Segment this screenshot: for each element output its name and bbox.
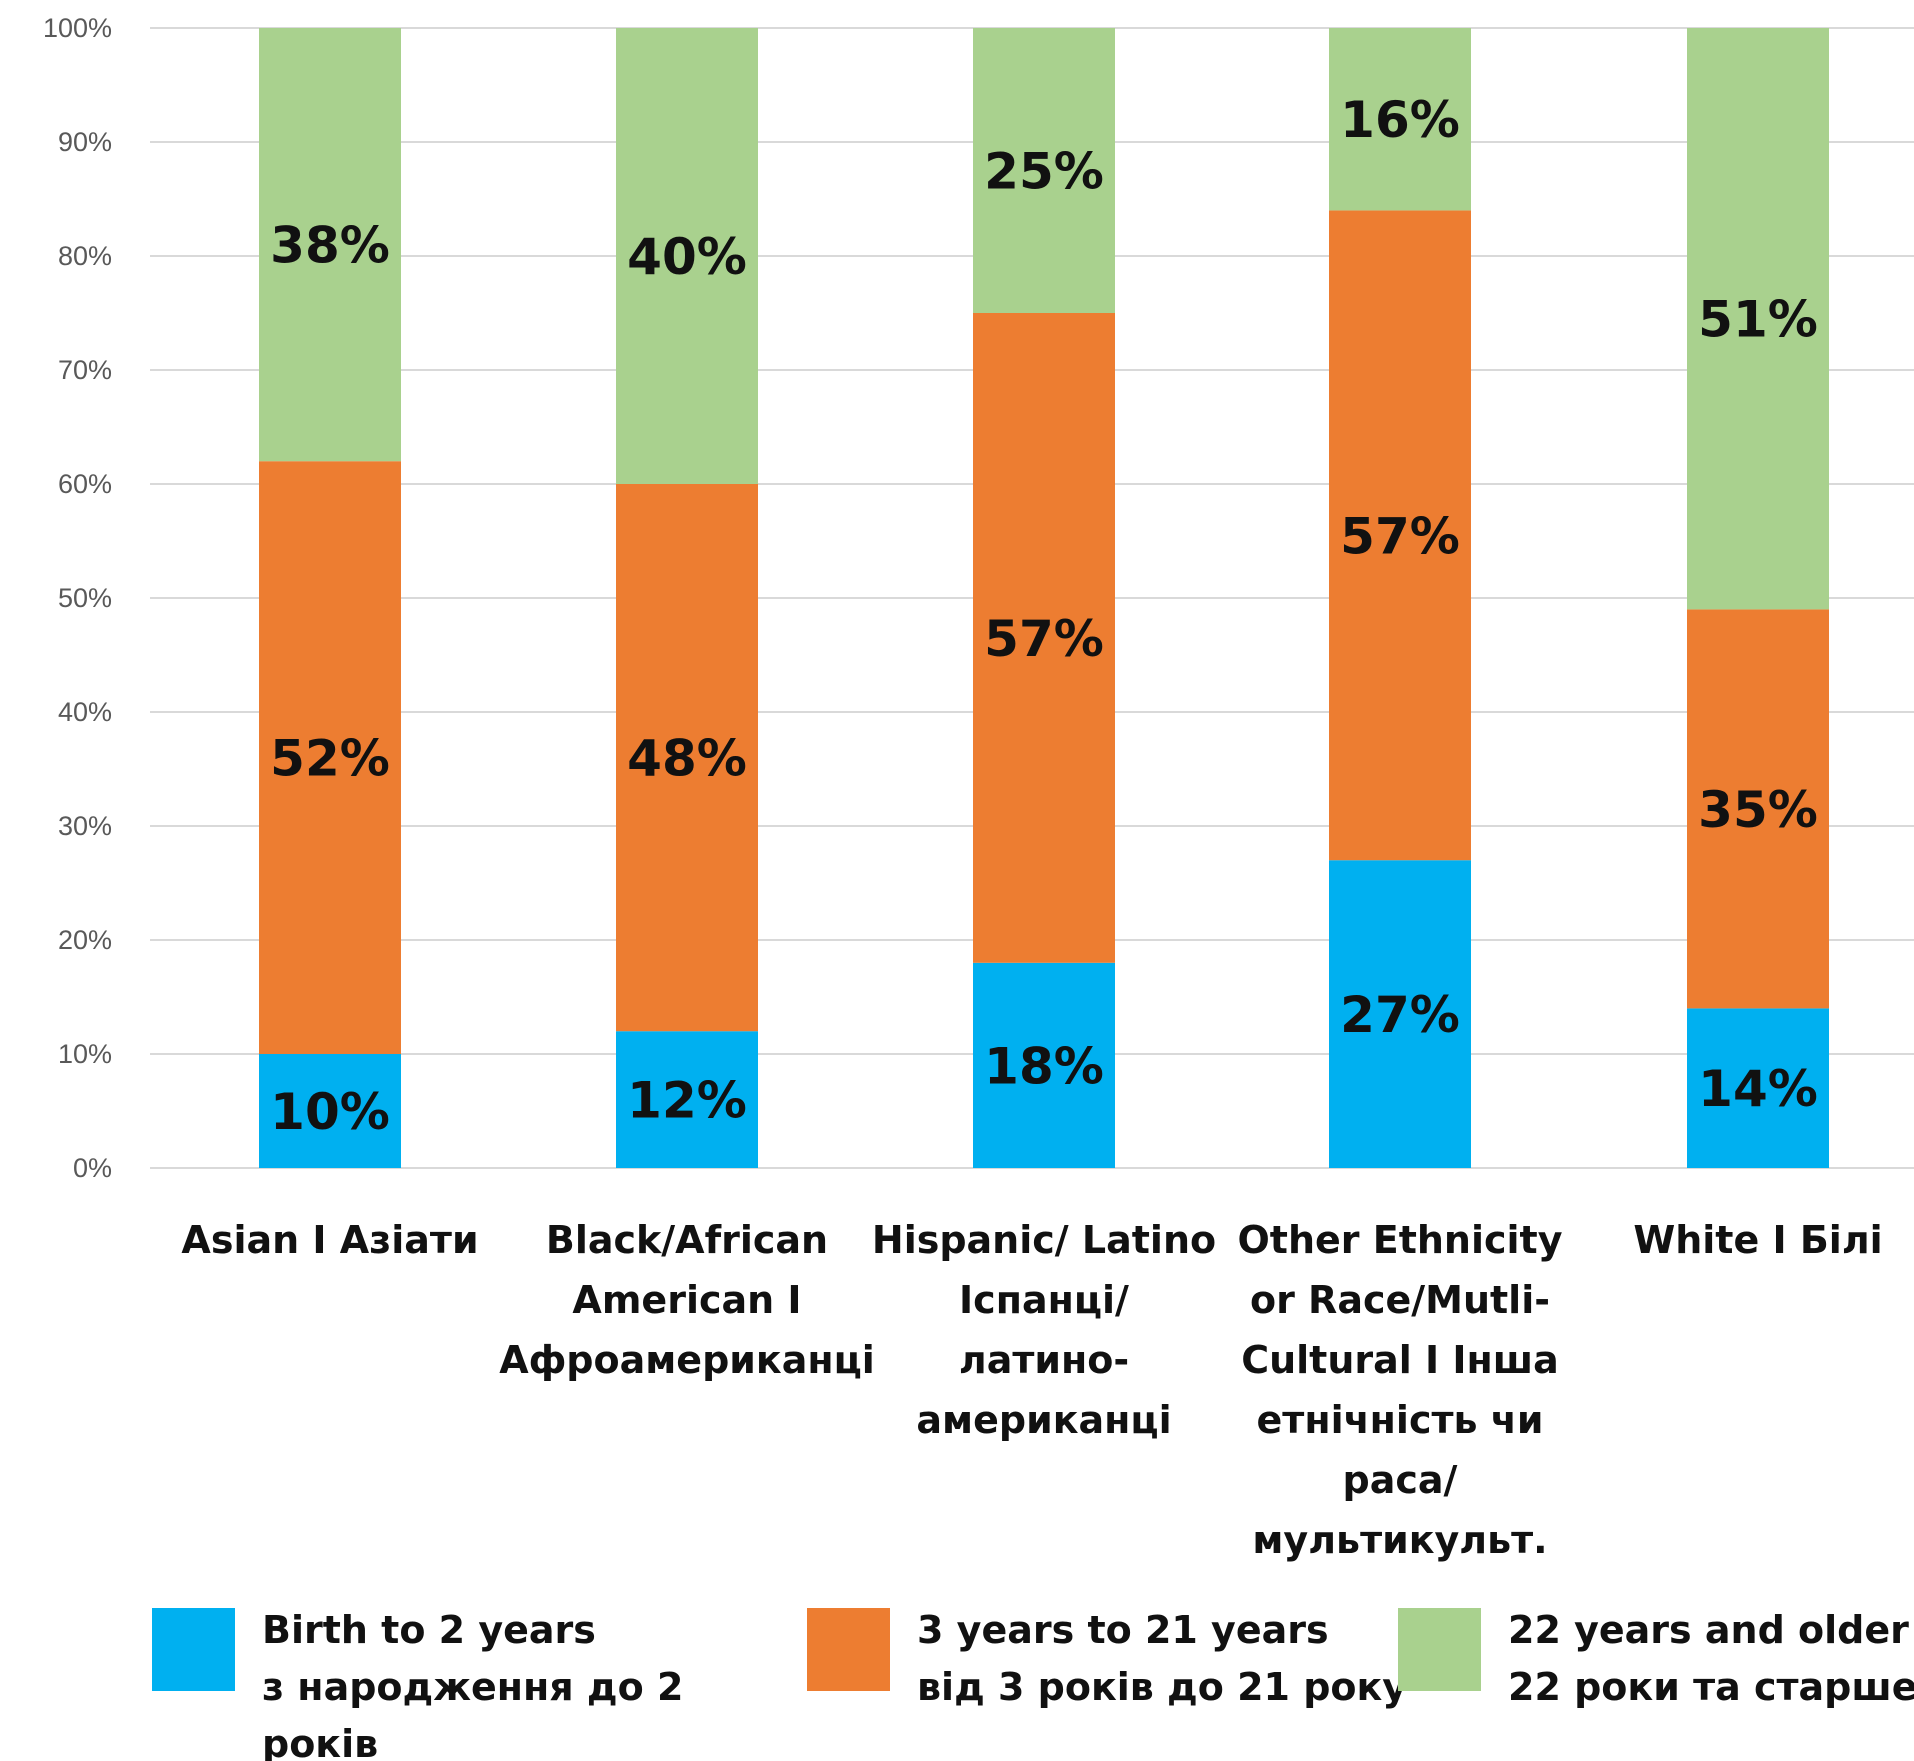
y-tick-label: 60% bbox=[58, 469, 112, 499]
bar-segment bbox=[973, 313, 1115, 963]
legend-label: Birth to 2 years з народження до 2 років bbox=[262, 1608, 683, 1761]
bar-segment bbox=[1329, 210, 1471, 861]
data-label: 10% bbox=[270, 1083, 390, 1141]
data-label: 14% bbox=[1698, 1060, 1818, 1118]
bar-segment bbox=[259, 461, 401, 1054]
legend-swatch bbox=[152, 1608, 235, 1691]
bar-segment bbox=[973, 28, 1115, 313]
bar-segment bbox=[616, 1031, 758, 1168]
data-label: 25% bbox=[984, 143, 1104, 201]
bar-segment bbox=[259, 1054, 401, 1168]
data-label: 52% bbox=[270, 730, 390, 788]
legend-swatch bbox=[807, 1608, 890, 1691]
bars bbox=[259, 28, 1829, 1168]
y-tick-label: 20% bbox=[58, 925, 112, 955]
data-label: 40% bbox=[627, 228, 747, 286]
data-label: 57% bbox=[984, 610, 1104, 668]
data-label: 51% bbox=[1698, 291, 1818, 349]
legend: Birth to 2 years з народження до 2 років 3 … bbox=[152, 1608, 1914, 1761]
y-tick-label: 40% bbox=[58, 697, 112, 727]
category-label: Hispanic/ Latino Іспанці/латино-американц… bbox=[872, 1218, 1216, 1442]
data-label: 38% bbox=[270, 217, 390, 275]
data-label: 57% bbox=[1340, 507, 1460, 565]
y-tick-label: 100% bbox=[43, 13, 112, 43]
y-tick-label: 50% bbox=[58, 583, 112, 613]
y-tick-label: 90% bbox=[58, 127, 112, 157]
legend-swatch bbox=[1398, 1608, 1481, 1691]
bar-segment bbox=[1687, 609, 1829, 1009]
data-label: 16% bbox=[1340, 91, 1460, 149]
category-label: Black/African American I Афроамериканці bbox=[499, 1218, 875, 1382]
category-label: Other Ethnicity or Race/Mutli-Cultural I … bbox=[1237, 1218, 1562, 1562]
data-label: 18% bbox=[984, 1037, 1104, 1095]
y-axis-ticks: 0% 10% 20% 30% 40% 50% 60% 70% 80% 90% 100% bbox=[43, 13, 112, 1183]
y-tick-label: 0% bbox=[73, 1153, 112, 1183]
legend-label: 3 years to 21 years від 3 років до 21 рок… bbox=[917, 1608, 1407, 1709]
y-tick-label: 70% bbox=[58, 355, 112, 385]
bar-segment bbox=[1687, 28, 1829, 610]
bar-segment bbox=[973, 962, 1115, 1168]
x-axis-categories: Asian I Азіати Black/African American I Афр… bbox=[181, 1218, 1882, 1562]
bar-segment bbox=[1329, 860, 1471, 1168]
legend-label: 22 years and older 22 роки та старше bbox=[1508, 1608, 1914, 1709]
bar-segment bbox=[616, 484, 758, 1032]
data-label: 12% bbox=[627, 1072, 747, 1130]
data-label: 48% bbox=[627, 730, 747, 788]
data-label: 27% bbox=[1340, 986, 1460, 1044]
bar-segment bbox=[1329, 28, 1471, 211]
bar-segment bbox=[259, 28, 401, 462]
category-label: White I Білі bbox=[1633, 1218, 1882, 1262]
data-label: 35% bbox=[1698, 781, 1818, 839]
y-tick-label: 80% bbox=[58, 241, 112, 271]
bar-segment bbox=[1687, 1008, 1829, 1168]
data-labels: 10% 52% 38% 12% 48% 40% 18% 57% 25% 27% 57% 16% 14% 3… bbox=[270, 91, 1818, 1141]
y-tick-label: 10% bbox=[58, 1039, 112, 1069]
category-label: Asian I Азіати bbox=[181, 1218, 478, 1262]
y-tick-label: 30% bbox=[58, 811, 112, 841]
bar-segment bbox=[616, 28, 758, 484]
